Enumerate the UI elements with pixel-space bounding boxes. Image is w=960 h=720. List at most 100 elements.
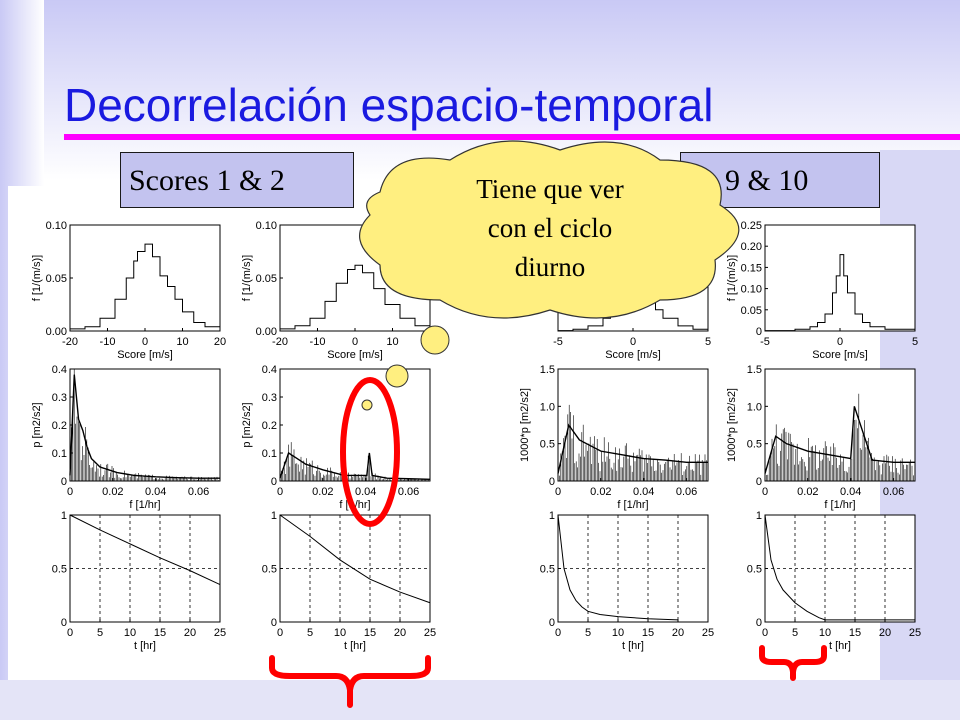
y-tick-label: 0.5 [52, 564, 67, 576]
x-tick-label: 20 [879, 627, 891, 639]
thought-dot-large [420, 325, 450, 355]
x-tick-label: 0.04 [145, 486, 166, 498]
score1-histogram-plot [69, 224, 221, 332]
y-tick-label: 0.10 [46, 220, 67, 232]
x-tick-label: 20 [214, 336, 226, 348]
y-axis-label: f [1/(m/s)] [241, 255, 253, 301]
y-tick-label: 0 [756, 326, 762, 338]
slide-title: Decorrelación espacio-temporal [64, 79, 714, 131]
plot-frame [764, 224, 916, 332]
y-tick-label: 0.15 [741, 262, 762, 274]
x-axis-label: f [1/hr] [824, 499, 855, 511]
x-tick-label: 20 [672, 627, 684, 639]
x-tick-label: -20 [272, 336, 288, 348]
x-tick-label: 0.02 [102, 486, 123, 498]
y-tick-label: 0.3 [52, 392, 67, 404]
x-tick-label: 0.06 [398, 486, 419, 498]
x-tick-label: 10 [612, 627, 624, 639]
score2-autocorrelation-plot [279, 514, 431, 623]
x-tick-label: 10 [176, 336, 188, 348]
score10-autocorrelation-series [764, 514, 915, 621]
y-tick-label: 0 [756, 617, 762, 629]
x-tick-label: -5 [760, 336, 770, 348]
bubble-line: Tiene que ver [476, 174, 624, 204]
x-axis-label: Score [m/s] [812, 349, 868, 361]
y-axis-label: p [m2/s2] [241, 402, 253, 447]
x-tick-label: 0 [277, 627, 283, 639]
score10-histogram-series [765, 254, 916, 332]
x-tick-label: 5 [792, 627, 798, 639]
y-tick-label: 1.0 [540, 401, 555, 413]
x-tick-label: 5 [705, 336, 711, 348]
plot-frame [279, 368, 431, 482]
bracket-left [269, 655, 431, 708]
x-tick-label: 0 [762, 627, 768, 639]
x-tick-label: 25 [214, 627, 226, 639]
x-tick-label: 5 [307, 627, 313, 639]
y-tick-label: 0.20 [741, 241, 762, 253]
y-tick-label: 0.1 [262, 448, 277, 460]
thought-dot-small [361, 399, 373, 411]
y-axis-label: 1000*p [m2/s2] [726, 388, 738, 462]
x-tick-label: 0 [630, 336, 636, 348]
x-tick-label: 0.04 [633, 486, 654, 498]
y-tick-label: 0.05 [741, 305, 762, 317]
y-tick-label: 0.25 [741, 220, 762, 232]
x-tick-label: 0.04 [355, 486, 376, 498]
y-tick-label: 0.05 [256, 273, 277, 285]
y-axis-label: f [1/(m/s)] [726, 255, 738, 301]
score1-autocorrelation-plot [69, 514, 221, 623]
x-tick-label: 0 [555, 627, 561, 639]
x-tick-label: 0.02 [590, 486, 611, 498]
y-tick-label: 1 [271, 510, 277, 522]
x-tick-label: -10 [100, 336, 116, 348]
x-tick-label: 0.06 [676, 486, 697, 498]
y-tick-label: 1.5 [540, 364, 555, 376]
x-axis-label: t [hr] [344, 640, 366, 652]
x-tick-label: 10 [124, 627, 136, 639]
x-tick-label: 0.06 [883, 486, 904, 498]
y-tick-label: 0.4 [262, 364, 277, 376]
y-tick-label: 0.5 [540, 439, 555, 451]
y-tick-label: 0.2 [52, 420, 67, 432]
score2-autocorrelation-series [279, 514, 431, 604]
x-tick-label: 0 [762, 486, 768, 498]
x-tick-label: -20 [62, 336, 78, 348]
x-tick-label: 10 [819, 627, 831, 639]
y-tick-label: 0 [756, 476, 762, 488]
score1-spectrum-plot [69, 368, 221, 482]
bubble-line: con el ciclo [487, 213, 613, 243]
thought-bubble-text: Tiene que ver con el ciclo diurno [400, 170, 700, 287]
score9-spectrum-series [557, 423, 708, 474]
x-tick-label: 0.02 [797, 486, 818, 498]
y-tick-label: 0.00 [46, 326, 67, 338]
x-axis-label: t [hr] [134, 640, 156, 652]
x-tick-label: 15 [642, 627, 654, 639]
plot-frame [69, 368, 221, 482]
x-axis-label: f [1/hr] [617, 499, 648, 511]
score9-autocorrelation-plot [557, 514, 709, 623]
x-tick-label: 0 [67, 486, 73, 498]
y-tick-label: 0.4 [52, 364, 67, 376]
score9-spectrum-plot [557, 368, 709, 482]
y-axis-label: f [1/(m/s)] [31, 255, 43, 301]
x-tick-label: 5 [97, 627, 103, 639]
x-tick-label: 0.06 [188, 486, 209, 498]
score1-spectrum-series [69, 374, 220, 479]
score10-histogram-plot [764, 224, 916, 332]
x-tick-label: 0 [555, 486, 561, 498]
y-axis-label: 1000*p [m2/s2] [519, 388, 531, 462]
y-tick-label: 0.1 [52, 448, 67, 460]
x-axis-label: Score [m/s] [605, 349, 661, 361]
x-tick-label: 5 [912, 336, 918, 348]
plot-frame [69, 224, 221, 332]
y-tick-label: 0.2 [262, 420, 277, 432]
score10-spectrum-plot [764, 368, 916, 482]
y-tick-label: 0 [61, 617, 67, 629]
y-tick-label: 0 [271, 476, 277, 488]
x-tick-label: 15 [364, 627, 376, 639]
score10-spectrum-series [764, 406, 915, 474]
score2-spectrum-plot [279, 368, 431, 482]
x-axis-label: Score [m/s] [117, 349, 173, 361]
